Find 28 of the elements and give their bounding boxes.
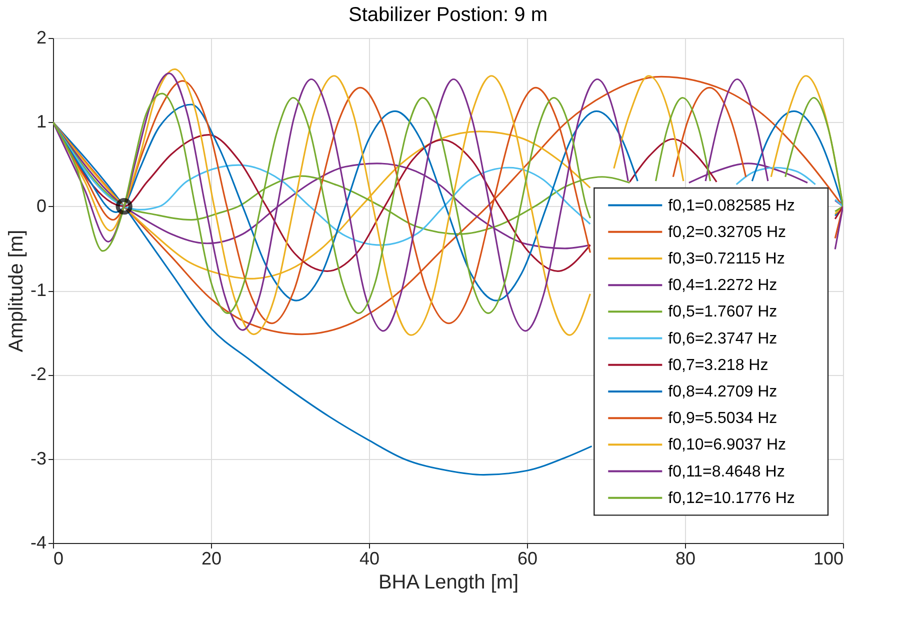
legend-label: f0,11=8.4648 Hz [668, 463, 785, 480]
legend-label: f0,4=1.2272 Hz [668, 277, 778, 294]
x-tick-label: 0 [54, 548, 64, 568]
y-tick-label: 2 [36, 28, 46, 48]
y-axis-title: Amplitude [m] [5, 230, 28, 352]
x-tick-label: 40 [359, 548, 380, 568]
legend-label: f0,8=4.2709 Hz [668, 383, 778, 400]
legend-label: f0,1=0.082585 Hz [668, 197, 795, 214]
legend-label: f0,6=2.3747 Hz [668, 330, 778, 348]
legend-label: f0,3=0.72115 Hz [668, 250, 785, 268]
chart-title: Stabilizer Postion: 9 m [348, 4, 548, 26]
y-tick-label: 1 [36, 112, 46, 132]
legend-label: f0,2=0.32705 Hz [668, 224, 786, 241]
legend-label: f0,12=10.1776 Hz [668, 490, 795, 507]
legend-label: f0,5=1.7607 Hz [668, 304, 778, 321]
legend-label: f0,9=5.5034 Hz [668, 410, 778, 428]
y-tick-label: -2 [30, 364, 46, 384]
legend-label: f0,10=6.9037 Hz [668, 436, 786, 454]
x-tick-label: 60 [517, 548, 538, 568]
y-tick-label: -4 [30, 532, 46, 552]
x-tick-label: 80 [675, 548, 696, 568]
y-tick-label: -1 [30, 280, 46, 300]
y-tick-label: 0 [36, 196, 46, 216]
y-tick-label: -3 [30, 448, 46, 468]
x-tick-label: 100 [813, 548, 844, 568]
legend-label: f0,7=3.218 Hz [668, 356, 768, 374]
x-axis-title: BHA Length [m] [378, 572, 519, 594]
x-tick-label: 20 [201, 548, 222, 568]
